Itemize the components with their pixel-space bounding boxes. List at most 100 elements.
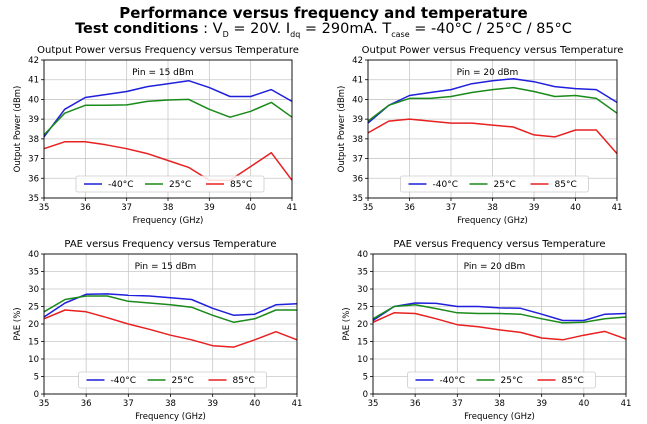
chart-4-y-tick-label: 35 [357, 268, 368, 278]
chart-1-title: Output Power versus Frequency versus Tem… [37, 45, 299, 56]
chart-3-y-tick-label: 0 [34, 390, 39, 400]
chart-3-title: PAE versus Frequency versus Temperature [64, 239, 276, 250]
idq-subscript: dq [290, 29, 301, 39]
chart-3-y-tick-label: 30 [28, 285, 39, 295]
chart-1-y-tick-label: 38 [28, 135, 39, 145]
chart-3-legend-label: -40°C [111, 376, 136, 386]
chart-3-legend-box [78, 371, 267, 389]
vd-subscript: D [222, 29, 229, 39]
chart-1-x-axis-label: Frequency (GHz) [133, 216, 204, 226]
chart-4-legend-label: 85°C [562, 376, 584, 386]
chart-2-legend-label: 85°C [555, 180, 577, 190]
chart-1-y-tick-label: 42 [28, 56, 39, 66]
chart-3-y-tick-label: 25 [28, 303, 39, 313]
chart-3-legend-label: 85°C [233, 376, 255, 386]
chart-2-x-tick-label: 38 [487, 203, 498, 213]
test-conditions-separator: : [198, 21, 213, 37]
chart-3-series-line [43, 293, 298, 318]
vd-value: = 20V. I [228, 21, 291, 37]
chart-2-x-tick-label: 36 [404, 203, 415, 213]
chart-4-y-tick-label: 30 [357, 285, 368, 295]
chart-4-y-tick-label: 0 [363, 390, 368, 400]
chart-4-legend-label: -40°C [440, 376, 465, 386]
chart-3-legend-label: 25°C [172, 376, 194, 386]
chart-1-x-tick-label: 39 [204, 203, 215, 213]
chart-2-y-tick-label: 36 [352, 174, 363, 184]
chart-4-x-tick-label: 38 [494, 399, 505, 409]
chart-1-x-tick-label: 35 [39, 203, 50, 213]
chart-1-x-tick-label: 36 [80, 203, 91, 213]
chart-2-x-tick-label: 35 [363, 203, 374, 213]
chart-2-series-line [367, 118, 618, 155]
chart-4-x-tick-label: 39 [536, 399, 547, 409]
chart-1-legend-label: -40°C [108, 180, 133, 190]
chart-1-y-tick-label: 39 [28, 115, 39, 125]
chart-3-x-tick-label: 40 [249, 399, 260, 409]
chart-1-series-line [43, 98, 293, 136]
chart-4-x-axis-label: Frequency (GHz) [464, 412, 535, 422]
chart-2-x-tick-label: 39 [529, 203, 540, 213]
test-conditions-label: Test conditions [75, 21, 199, 37]
chart-4-y-tick-label: 40 [357, 250, 368, 260]
chart-3-x-tick-label: 36 [81, 399, 92, 409]
chart-1-legend-box [75, 175, 265, 193]
chart-2-legend-box [400, 175, 589, 193]
chart-1-legend-label: 25°C [169, 180, 191, 190]
chart-3-series-line [43, 309, 298, 348]
chart-1-x-tick-label: 41 [287, 203, 298, 213]
chart-2-y-tick-label: 41 [352, 76, 363, 86]
chart-2-title: Output Power versus Frequency versus Tem… [362, 45, 624, 56]
chart-4-series-line [372, 304, 627, 324]
chart-1-y-axis-label: Output Power (dBm) [13, 86, 23, 173]
chart-2-y-tick-label: 40 [352, 95, 363, 105]
test-conditions: Test conditions : VD = 20V. Idq = 290mA.… [0, 21, 647, 39]
chart-3-y-tick-label: 15 [28, 338, 39, 348]
chart-1-y-tick-label: 35 [28, 194, 39, 204]
chart-4-y-tick-label: 10 [357, 355, 368, 365]
chart-3-x-tick-label: 41 [292, 399, 303, 409]
chart-4-y-axis-label: PAE (%) [342, 307, 352, 340]
chart-4-x-tick-label: 35 [368, 399, 379, 409]
chart-2-y-tick-label: 38 [352, 135, 363, 145]
chart-4-title: PAE versus Frequency versus Temperature [393, 239, 605, 250]
chart-1-annotation: Pin = 15 dBm [132, 68, 194, 78]
chart-2-annotation: Pin = 20 dBm [457, 68, 519, 78]
chart-4-y-tick-label: 20 [357, 320, 368, 330]
chart-1-y-tick-label: 40 [28, 95, 39, 105]
chart-2-series-line [367, 77, 618, 124]
chart-4-annotation: Pin = 20 dBm [464, 262, 526, 272]
chart-3-y-tick-label: 35 [28, 268, 39, 278]
chart-4-legend-box [407, 371, 596, 389]
chart-1-series-line [43, 79, 293, 138]
chart-2-x-tick-label: 37 [446, 203, 457, 213]
chart-2-x-tick-label: 40 [570, 203, 581, 213]
chart-1-series-line [43, 141, 293, 182]
chart-4-y-tick-label: 5 [363, 373, 368, 383]
chart-3-x-tick-label: 39 [207, 399, 218, 409]
chart-4-x-tick-label: 41 [621, 399, 632, 409]
chart-1-x-tick-label: 38 [163, 203, 174, 213]
chart-3-series-line [43, 295, 297, 324]
chart-3-y-axis-label: PAE (%) [13, 307, 23, 340]
chart-3-y-tick-label: 20 [28, 320, 39, 330]
chart-1-x-tick-label: 37 [121, 203, 132, 213]
chart-4-x-tick-label: 37 [452, 399, 463, 409]
chart-1-y-tick-label: 41 [28, 76, 39, 86]
chart-2-y-tick-label: 42 [352, 56, 363, 66]
chart-4-series-line [372, 302, 627, 322]
chart-2-y-tick-label: 37 [352, 155, 363, 165]
chart-3-annotation: Pin = 15 dBm [135, 262, 197, 272]
chart-3-y-tick-label: 40 [28, 250, 39, 260]
chart-2-legend-label: 25°C [494, 180, 516, 190]
chart-4-y-tick-label: 25 [357, 303, 368, 313]
chart-4-series-line [372, 312, 627, 341]
chart-2-series-line [367, 86, 618, 122]
chart-1-y-tick-label: 36 [28, 174, 39, 184]
chart-1-legend-label: 85°C [230, 180, 252, 190]
tcase-subscript: case [391, 29, 410, 39]
vd-symbol: V [212, 21, 223, 37]
chart-3-x-tick-label: 35 [39, 399, 50, 409]
chart-2-y-tick-label: 35 [352, 194, 363, 204]
chart-2-y-tick-label: 39 [352, 115, 363, 125]
